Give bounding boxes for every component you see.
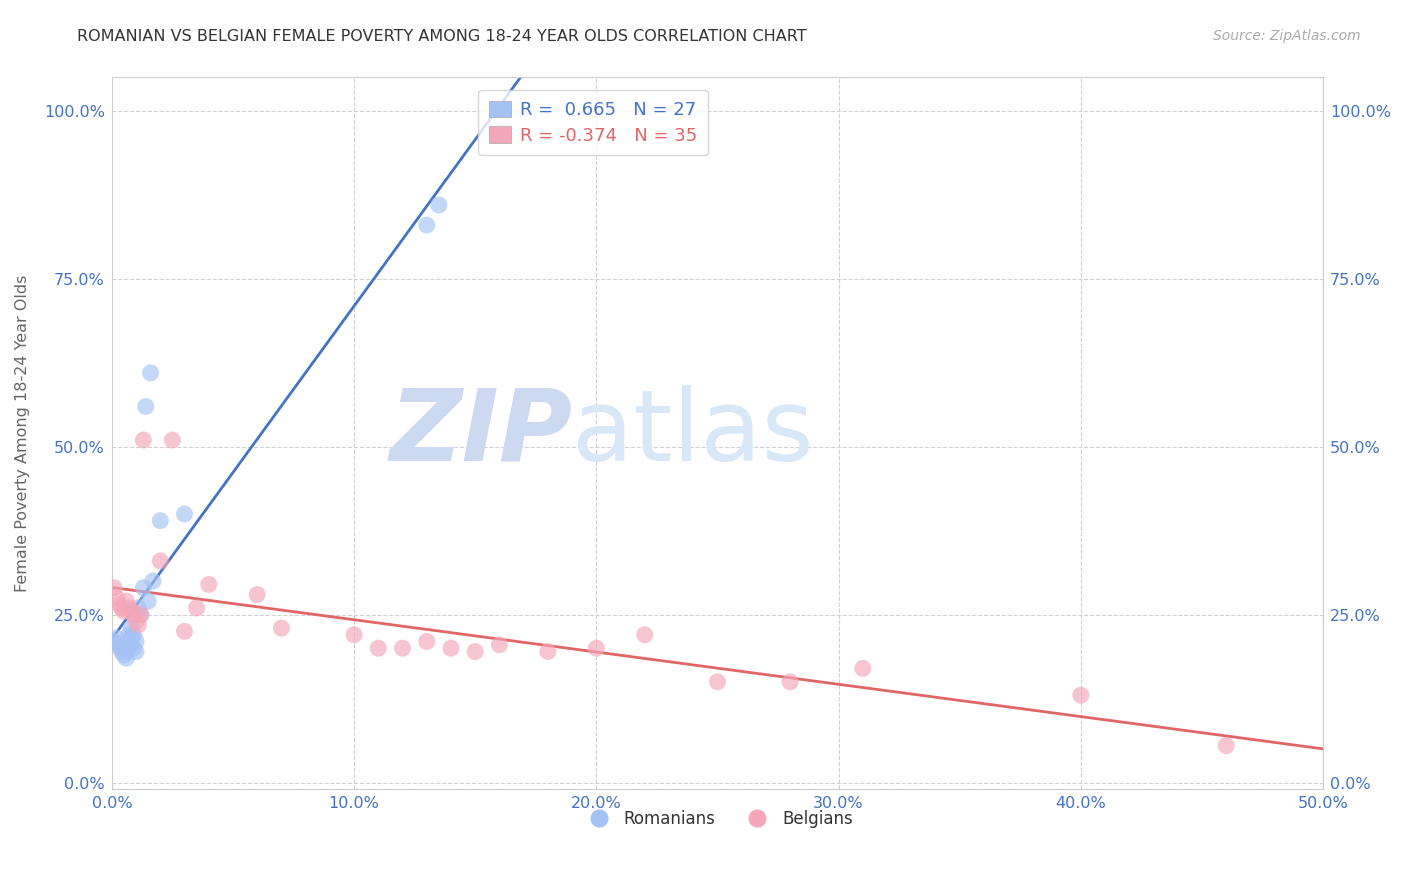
Text: ZIP: ZIP [389, 384, 572, 482]
Text: atlas: atlas [572, 384, 814, 482]
Point [115, 594, 138, 608]
Point [173, 624, 195, 639]
Point [110, 601, 132, 615]
Point [173, 507, 195, 521]
Point [186, 601, 208, 615]
Point [105, 631, 128, 645]
Text: ROMANIAN VS BELGIAN FEMALE POVERTY AMONG 18-24 YEAR OLDS CORRELATION CHART: ROMANIAN VS BELGIAN FEMALE POVERTY AMONG… [77, 29, 807, 44]
Point [132, 581, 155, 595]
Point [122, 641, 145, 656]
Legend: Romanians, Belgians: Romanians, Belgians [575, 803, 859, 834]
Point [852, 661, 875, 675]
Point [416, 634, 439, 648]
Y-axis label: Female Poverty Among 18-24 Year Olds: Female Poverty Among 18-24 Year Olds [15, 275, 30, 592]
Point [162, 433, 184, 447]
Point [125, 634, 148, 648]
Point [120, 604, 142, 618]
Point [634, 628, 657, 642]
Point [129, 607, 152, 622]
Point [127, 617, 149, 632]
Point [135, 400, 157, 414]
Point [585, 641, 607, 656]
Point [103, 634, 125, 648]
Point [120, 631, 142, 645]
Point [125, 615, 148, 629]
Point [464, 644, 486, 658]
Point [136, 594, 159, 608]
Point [127, 601, 149, 615]
Point [343, 628, 366, 642]
Point [118, 641, 141, 656]
Point [120, 621, 142, 635]
Point [488, 638, 510, 652]
Point [129, 607, 152, 622]
Point [427, 198, 450, 212]
Point [270, 621, 292, 635]
Point [1215, 739, 1237, 753]
Point [132, 433, 155, 447]
Point [112, 648, 135, 662]
Point [139, 366, 162, 380]
Point [122, 607, 145, 622]
Point [537, 644, 560, 658]
Point [706, 674, 728, 689]
Point [122, 628, 145, 642]
Point [391, 641, 413, 656]
Point [110, 641, 132, 656]
Point [149, 514, 172, 528]
Point [112, 604, 135, 618]
Point [103, 581, 125, 595]
Point [110, 644, 132, 658]
Text: Source: ZipAtlas.com: Source: ZipAtlas.com [1213, 29, 1361, 43]
Point [149, 554, 172, 568]
Point [105, 638, 128, 652]
Point [108, 598, 131, 612]
Point [115, 644, 138, 658]
Point [1070, 688, 1092, 702]
Point [105, 591, 128, 605]
Point [197, 577, 219, 591]
Point [416, 218, 439, 232]
Point [367, 641, 389, 656]
Point [246, 587, 269, 601]
Point [125, 644, 148, 658]
Point [115, 651, 138, 665]
Point [779, 674, 801, 689]
Point [118, 628, 141, 642]
Point [118, 601, 141, 615]
Point [142, 574, 165, 588]
Point [440, 641, 463, 656]
